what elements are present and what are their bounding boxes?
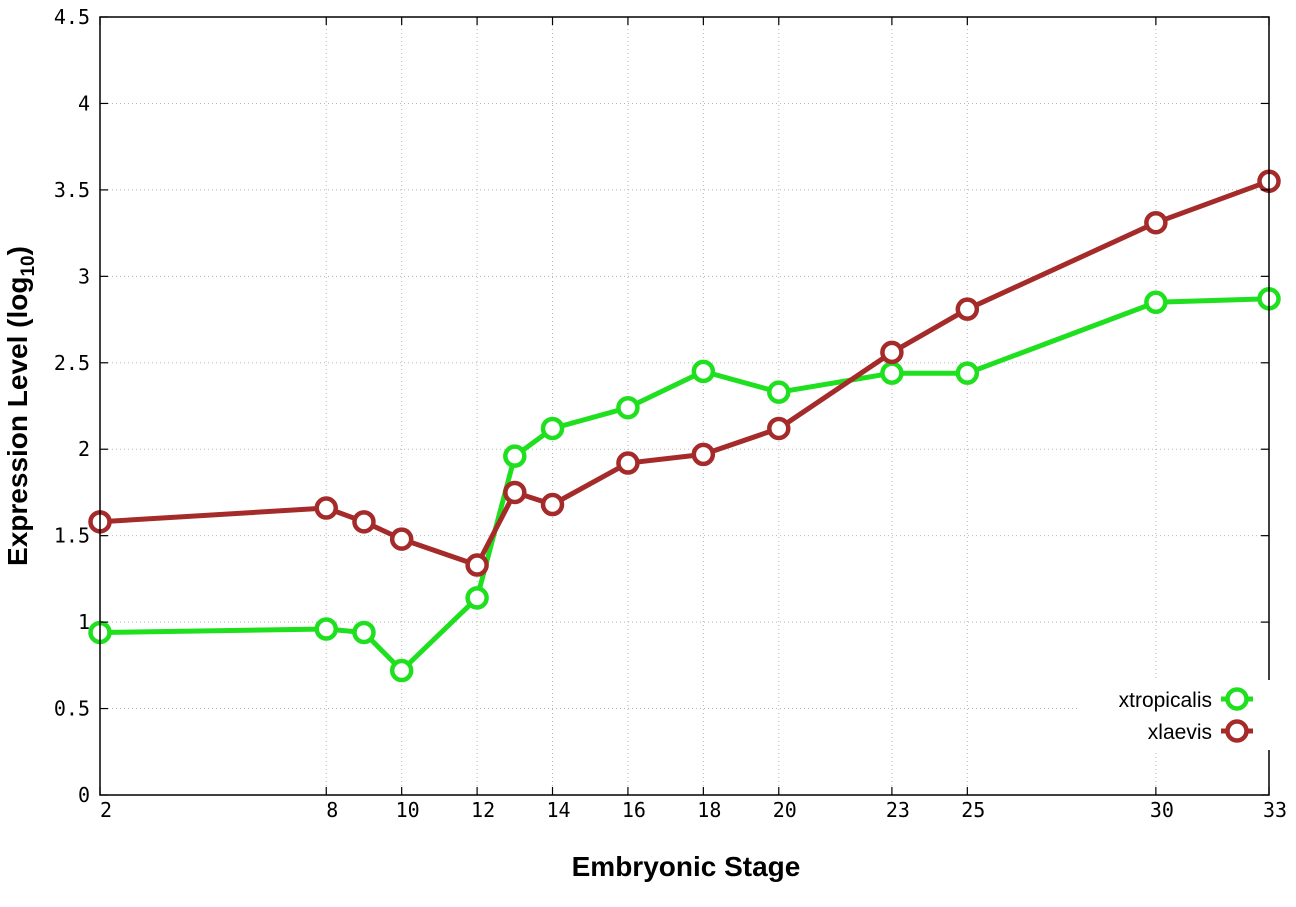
data-point-xtropicalis xyxy=(352,620,376,645)
x-tick-label: 12 xyxy=(471,798,495,822)
x-tick-label: 20 xyxy=(773,798,797,822)
x-tick-label: 8 xyxy=(326,798,338,822)
data-point-xtropicalis xyxy=(465,586,489,610)
x-tick-label: 16 xyxy=(622,798,646,822)
legend-label-xtropicalis: xtropicalis xyxy=(1119,689,1212,712)
data-point-xlaevis xyxy=(767,416,791,441)
data-point-xtropicalis xyxy=(503,444,527,468)
x-tick-label: 25 xyxy=(961,798,985,822)
y-tick-label: 3 xyxy=(78,264,90,288)
data-point-xlaevis xyxy=(465,553,489,577)
legend-swatch-marker-xtropicalis xyxy=(1225,687,1249,711)
data-point-xlaevis xyxy=(314,496,339,520)
data-point-xtropicalis xyxy=(691,359,716,384)
data-point-xlaevis xyxy=(389,527,414,551)
y-axis-title-subscript: 10 xyxy=(18,255,39,276)
series-xtropicalis xyxy=(88,287,1281,683)
series-layer xyxy=(88,169,1281,683)
data-point-xlaevis xyxy=(503,480,527,505)
x-tick-label: 18 xyxy=(697,798,721,822)
y-tick-label: 4 xyxy=(78,91,90,115)
plot-frame xyxy=(99,16,1270,796)
data-point-xtropicalis xyxy=(616,395,640,420)
x-axis-title: Embryonic Stage xyxy=(572,851,801,882)
y-tick-label: 0 xyxy=(78,783,90,807)
series-xlaevis xyxy=(88,169,1281,577)
x-tick-label: 30 xyxy=(1150,798,1174,822)
data-point-xtropicalis xyxy=(767,380,791,404)
y-tick-label: 0.5 xyxy=(54,697,90,721)
y-axis-title-suffix: ) xyxy=(2,246,33,255)
x-tick-label: 14 xyxy=(546,798,570,822)
y-tick-label: 2 xyxy=(78,437,90,461)
y-axis-title-main: Expression Level (log xyxy=(2,277,33,566)
data-point-xtropicalis xyxy=(314,617,339,641)
x-tick-label: 23 xyxy=(886,798,910,822)
y-axis-title: Expression Level (log10) xyxy=(2,246,39,566)
data-point-xlaevis xyxy=(616,451,640,475)
x-tick-label: 2 xyxy=(100,798,112,822)
data-point-xlaevis xyxy=(880,340,904,365)
legend: xtropicalis xlaevis xyxy=(1080,680,1270,750)
x-tick-label: 10 xyxy=(396,798,420,822)
y-tick-label: 1 xyxy=(78,610,90,634)
data-point-xlaevis xyxy=(691,442,716,467)
data-point-xlaevis xyxy=(352,510,376,534)
data-point-xlaevis xyxy=(540,492,565,517)
grid-lines xyxy=(100,17,1269,795)
data-point-xtropicalis xyxy=(540,416,565,441)
y-tick-label: 3.5 xyxy=(54,178,90,202)
legend-label-xlaevis: xlaevis xyxy=(1148,721,1212,744)
data-point-xlaevis xyxy=(1144,210,1168,235)
data-point-xtropicalis xyxy=(880,361,904,385)
x-tick-label: 33 xyxy=(1263,798,1287,822)
y-tick-label: 4.5 xyxy=(54,5,90,29)
data-point-xtropicalis xyxy=(1144,290,1168,315)
data-point-xlaevis xyxy=(955,297,980,321)
legend-swatch-marker-xlaevis xyxy=(1225,719,1249,743)
series-line-xlaevis xyxy=(99,178,1270,568)
data-point-xtropicalis xyxy=(389,658,414,683)
data-point-xtropicalis xyxy=(955,361,980,385)
axis-ticks: 0 0.5 1 1.5 2 2.5 3 3.5 4 4.5 2 8 10 12 14 16 18 20 23 25 30… xyxy=(54,5,1287,822)
y-tick-label: 2.5 xyxy=(54,351,90,375)
series-line-xtropicalis xyxy=(99,296,1270,673)
y-tick-label: 1.5 xyxy=(54,524,90,548)
